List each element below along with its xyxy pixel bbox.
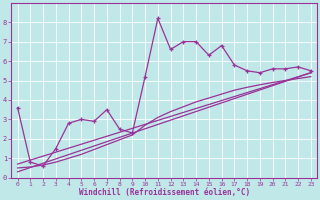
X-axis label: Windchill (Refroidissement éolien,°C): Windchill (Refroidissement éolien,°C) bbox=[79, 188, 250, 197]
